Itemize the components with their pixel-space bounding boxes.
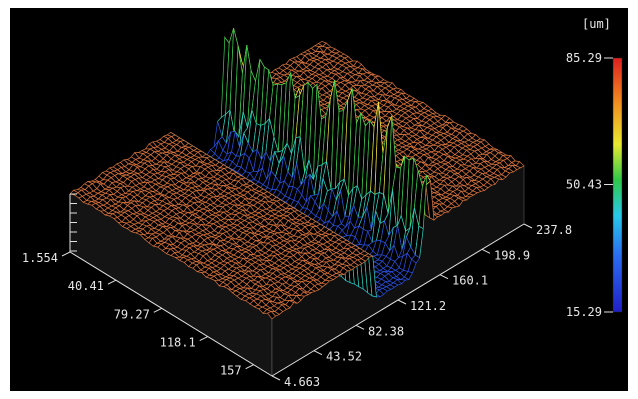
axis-right-tick: [271, 375, 281, 381]
axis-right-tick: [439, 274, 449, 280]
axis-right-tick-label: 4.663: [284, 375, 320, 389]
axis-right-tick-label: 121.2: [410, 299, 446, 313]
colorbar-tick-label: 85.29: [566, 51, 602, 65]
axis-left-tick-label: 118.1: [160, 336, 196, 350]
colorbar-tick-label: 15.29: [566, 305, 602, 319]
axis-left-tick-label: 40.41: [68, 279, 104, 293]
axis-left: 1.554 40.41 79.27 118.1 157: [22, 251, 273, 378]
axis-right-tick: [355, 324, 365, 330]
axis-right-tick-label: 198.9: [494, 248, 530, 262]
axis-left-tick: [107, 279, 117, 285]
colorbar-scale: [612, 57, 623, 313]
axis-left-tick-label: 1.554: [22, 251, 58, 265]
colorbar-unit: [um]: [582, 17, 611, 31]
axis-right: 4.663 43.52 82.38 121.2 160.1 198.9 237.8: [271, 223, 572, 389]
axis-right-tick: [313, 350, 323, 356]
axis-left-tick-label: 79.27: [114, 307, 150, 321]
axis-right-tick-label: 43.52: [326, 350, 362, 364]
axis-left-tick: [245, 364, 254, 370]
axis-left-tick: [61, 251, 71, 257]
axis-right-tick-label: 82.38: [368, 324, 404, 338]
axis-right-tick-label: 160.1: [452, 274, 488, 288]
surface-mesh: [69, 28, 525, 377]
plot-area: 1.554 40.41 79.27 118.1 157 4.663 43.52 82.38 1…: [10, 8, 628, 391]
axis-left-tick: [199, 336, 208, 341]
colorbar-tick-label: 50.43: [566, 177, 602, 191]
axis-right-tick-label: 237.8: [536, 223, 572, 237]
axis-left-tick: [153, 307, 163, 313]
axis-right-tick: [523, 223, 533, 229]
colorbar: [um] 85.29 50.43 15.29: [566, 17, 623, 319]
surface-chart: 1.554 40.41 79.27 118.1 157 4.663 43.52 82.38 1…: [22, 17, 623, 389]
axis-left-line: [69, 251, 273, 377]
axis-right-tick: [397, 299, 407, 305]
axis-left-tick-label: 157: [220, 364, 242, 378]
axis-vertical: [69, 193, 77, 252]
axis-right-tick: [481, 248, 491, 254]
surface-cell: [267, 311, 277, 320]
